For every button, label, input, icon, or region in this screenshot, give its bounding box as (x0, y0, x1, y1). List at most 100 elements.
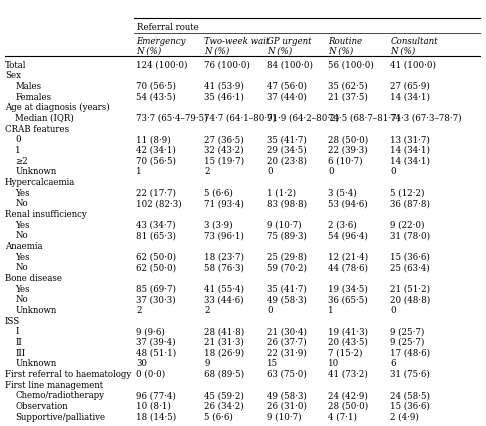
Text: 73·7 (65·4–79·5): 73·7 (65·4–79·5) (136, 114, 208, 123)
Text: Yes: Yes (16, 284, 30, 293)
Text: 96 (77·4): 96 (77·4) (136, 390, 176, 399)
Text: 3 (5·4): 3 (5·4) (328, 188, 357, 197)
Text: 6 (10·7): 6 (10·7) (328, 156, 363, 165)
Text: 102 (82·3): 102 (82·3) (136, 199, 182, 208)
Text: 21 (31·3): 21 (31·3) (205, 337, 244, 346)
Text: 9 (22·0): 9 (22·0) (390, 220, 425, 229)
Text: 62 (50·0): 62 (50·0) (136, 252, 176, 261)
Text: 27 (36·5): 27 (36·5) (205, 135, 244, 144)
Text: 56 (100·0): 56 (100·0) (328, 60, 374, 69)
Text: 9 (10·7): 9 (10·7) (267, 220, 302, 229)
Text: 0: 0 (267, 167, 273, 176)
Text: Hypercalcaemia: Hypercalcaemia (5, 178, 75, 187)
Text: 59 (70·2): 59 (70·2) (267, 263, 307, 272)
Text: 35 (41·7): 35 (41·7) (267, 135, 307, 144)
Text: 35 (62·5): 35 (62·5) (328, 82, 368, 91)
Text: No: No (16, 294, 28, 304)
Text: Supportive/palliative: Supportive/palliative (16, 412, 105, 420)
Text: 18 (26·9): 18 (26·9) (205, 348, 244, 357)
Text: 1: 1 (136, 167, 142, 176)
Text: Sex: Sex (5, 71, 21, 80)
Text: 5 (6·6): 5 (6·6) (205, 188, 233, 197)
Text: Renal insufficiency: Renal insufficiency (5, 210, 87, 219)
Text: 5 (6·6): 5 (6·6) (205, 412, 233, 420)
Text: Emergency: Emergency (136, 37, 186, 46)
Text: Referral route: Referral route (137, 23, 199, 32)
Text: 2 (3·6): 2 (3·6) (328, 220, 357, 229)
Text: 68 (89·5): 68 (89·5) (205, 369, 244, 378)
Text: 14 (34·1): 14 (34·1) (390, 156, 430, 165)
Text: 71·9 (64·2–80·2): 71·9 (64·2–80·2) (267, 114, 339, 123)
Text: 13 (31·7): 13 (31·7) (390, 135, 430, 144)
Text: 14 (34·1): 14 (34·1) (390, 92, 430, 101)
Text: 35 (41·7): 35 (41·7) (267, 284, 307, 293)
Text: 15 (19·7): 15 (19·7) (205, 156, 244, 165)
Text: 2 (4·9): 2 (4·9) (390, 412, 419, 420)
Text: 30: 30 (136, 358, 147, 368)
Text: 26 (37·7): 26 (37·7) (267, 337, 307, 346)
Text: I: I (16, 326, 19, 336)
Text: 3 (3·9): 3 (3·9) (205, 220, 233, 229)
Text: 83 (98·8): 83 (98·8) (267, 199, 308, 208)
Text: 0: 0 (390, 167, 396, 176)
Text: 124 (100·0): 124 (100·0) (136, 60, 188, 69)
Text: ISS: ISS (5, 316, 20, 325)
Text: 73 (96·1): 73 (96·1) (205, 231, 244, 240)
Text: 2: 2 (205, 305, 210, 314)
Text: 44 (78·6): 44 (78·6) (328, 263, 368, 272)
Text: 41 (73·2): 41 (73·2) (328, 369, 368, 378)
Text: 62 (50·0): 62 (50·0) (136, 263, 176, 272)
Text: 18 (23·7): 18 (23·7) (205, 252, 244, 261)
Text: 9 (25·7): 9 (25·7) (390, 337, 425, 346)
Text: 15: 15 (267, 358, 278, 368)
Text: 37 (30·3): 37 (30·3) (136, 294, 176, 304)
Text: 84 (100·0): 84 (100·0) (267, 60, 313, 69)
Text: N (%): N (%) (328, 47, 353, 56)
Text: 43 (34·7): 43 (34·7) (136, 220, 176, 229)
Text: 7 (15·2): 7 (15·2) (328, 348, 363, 357)
Text: 58 (76·3): 58 (76·3) (205, 263, 244, 272)
Text: CRAB features: CRAB features (5, 124, 69, 133)
Text: 41 (55·4): 41 (55·4) (205, 284, 244, 293)
Text: 18 (14·5): 18 (14·5) (136, 412, 176, 420)
Text: Consultant: Consultant (390, 37, 438, 46)
Text: 0: 0 (328, 167, 334, 176)
Text: 47 (56·0): 47 (56·0) (267, 82, 307, 91)
Text: 0: 0 (390, 305, 396, 314)
Text: 9: 9 (205, 358, 210, 368)
Text: First referral to haematology: First referral to haematology (5, 369, 131, 378)
Text: 22 (39·3): 22 (39·3) (328, 146, 368, 155)
Text: 54 (43·5): 54 (43·5) (136, 92, 176, 101)
Text: 70 (56·5): 70 (56·5) (136, 156, 176, 165)
Text: 17 (48·6): 17 (48·6) (390, 348, 430, 357)
Text: 37 (39·4): 37 (39·4) (136, 337, 176, 346)
Text: III: III (16, 348, 25, 357)
Text: Unknown: Unknown (16, 305, 56, 314)
Text: 26 (34·2): 26 (34·2) (205, 401, 244, 410)
Text: 5 (12·2): 5 (12·2) (390, 188, 425, 197)
Text: Anaemia: Anaemia (5, 242, 42, 250)
Text: 76 (100·0): 76 (100·0) (205, 60, 250, 69)
Text: No: No (16, 263, 28, 272)
Text: 49 (58·3): 49 (58·3) (267, 390, 307, 399)
Text: Median (IQR): Median (IQR) (16, 114, 74, 123)
Text: 31 (78·0): 31 (78·0) (390, 231, 430, 240)
Text: 32 (43·2): 32 (43·2) (205, 146, 244, 155)
Text: 70 (56·5): 70 (56·5) (136, 82, 176, 91)
Text: 22 (17·7): 22 (17·7) (136, 188, 176, 197)
Text: 6: 6 (390, 358, 396, 368)
Text: First line management: First line management (5, 380, 103, 389)
Text: 4 (7·1): 4 (7·1) (328, 412, 357, 420)
Text: GP urgent: GP urgent (267, 37, 312, 46)
Text: 1 (1·2): 1 (1·2) (267, 188, 296, 197)
Text: N (%): N (%) (136, 47, 161, 56)
Text: Unknown: Unknown (16, 358, 56, 368)
Text: 36 (87·8): 36 (87·8) (390, 199, 430, 208)
Text: 9 (25·7): 9 (25·7) (390, 326, 425, 336)
Text: Unknown: Unknown (16, 167, 56, 176)
Text: 41 (53·9): 41 (53·9) (205, 82, 244, 91)
Text: 1: 1 (16, 146, 21, 155)
Text: Total: Total (5, 60, 26, 69)
Text: 21 (37·5): 21 (37·5) (328, 92, 368, 101)
Text: 54 (96·4): 54 (96·4) (328, 231, 368, 240)
